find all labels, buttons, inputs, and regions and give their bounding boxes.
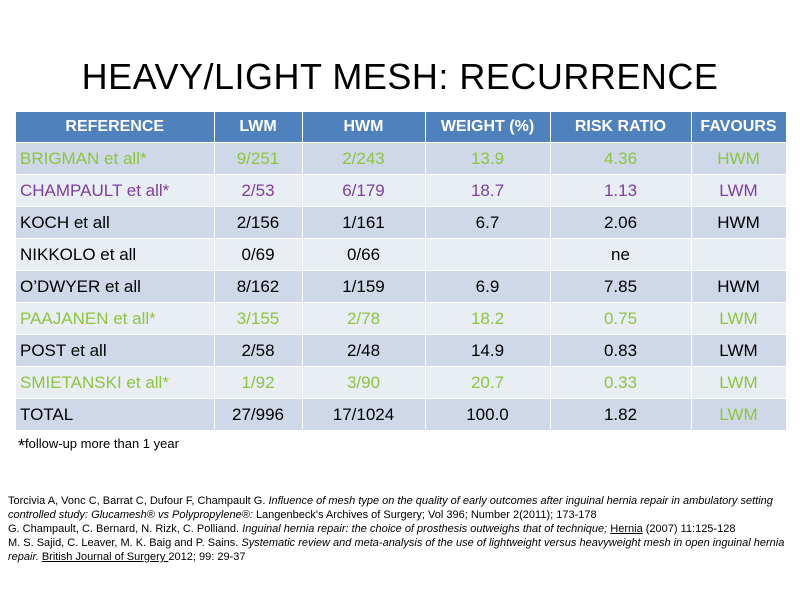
cell-hwm: 2/48 [302, 334, 426, 367]
cell-weight: 6.7 [425, 206, 551, 239]
cell-reference: KOCH et all [16, 206, 215, 239]
reference-2: G. Champault, C. Bernard, N. Rizk, C. Po… [8, 522, 794, 536]
cell-risk-ratio: 0.83 [550, 334, 692, 367]
cell-reference: PAAJANEN et all* [16, 302, 215, 335]
reference-authors: G. Champault, C. Bernard, N. Rizk, C. Po… [8, 523, 243, 535]
footnote: *follow-up more than 1 year [18, 436, 179, 457]
reference-journal: Hernia [610, 523, 643, 535]
cell-risk-ratio: 0.33 [550, 366, 692, 399]
cell-risk-ratio: 1.13 [550, 174, 692, 207]
cell-reference: POST et all [16, 334, 215, 367]
recurrence-table: REFERENCE LWM HWM WEIGHT (%) RISK RATIO … [16, 112, 787, 430]
cell-lwm: 27/996 [214, 398, 303, 430]
cell-favours: LWM [691, 366, 787, 399]
cell-reference: CHAMPAULT et all* [16, 174, 215, 207]
table-row: BRIGMAN et all* 9/251 2/243 13.9 4.36 HWM [16, 142, 787, 175]
cell-favours: LWM [691, 398, 787, 430]
cell-hwm: 2/78 [302, 302, 426, 335]
references: Torcivia A, Vonc C, Barrat C, Dufour F, … [8, 494, 794, 564]
table-row: POST et all 2/58 2/48 14.9 0.83 LWM [16, 334, 787, 367]
table-row: CHAMPAULT et all* 2/53 6/179 18.7 1.13 LWM [16, 174, 787, 207]
footnote-star: * [18, 436, 26, 456]
reference-source: 2012; 99: 29-37 [168, 551, 246, 563]
cell-hwm: 6/179 [302, 174, 426, 207]
cell-reference: NIKKOLO et all [16, 238, 215, 271]
reference-title: Influence of mesh type on the quality of… [8, 495, 773, 521]
cell-weight [425, 238, 551, 271]
cell-lwm: 2/58 [214, 334, 303, 367]
cell-favours: LWM [691, 174, 787, 207]
cell-lwm: 9/251 [214, 142, 303, 175]
cell-favours: LWM [691, 302, 787, 335]
slide-title: HEAVY/LIGHT MESH: RECURRENCE [81, 56, 719, 97]
cell-risk-ratio: 4.36 [550, 142, 692, 175]
table-row: PAAJANEN et all* 3/155 2/78 18.2 0.75 LWM [16, 302, 787, 335]
table-header-row: REFERENCE LWM HWM WEIGHT (%) RISK RATIO … [16, 112, 787, 143]
header-lwm: LWM [214, 112, 303, 143]
cell-lwm: 1/92 [214, 366, 303, 399]
cell-weight: 13.9 [425, 142, 551, 175]
cell-reference: O’DWYER et all [16, 270, 215, 303]
header-favours: FAVOURS [691, 112, 787, 143]
reference-source: (2007) 11:125-128 [642, 523, 736, 535]
header-weight: WEIGHT (%) [425, 112, 551, 143]
cell-risk-ratio: 1.82 [550, 398, 692, 430]
table-row: TOTAL 27/996 17/1024 100.0 1.82 LWM [16, 398, 787, 430]
cell-risk-ratio: 2.06 [550, 206, 692, 239]
cell-reference: TOTAL [16, 398, 215, 430]
reference-3: M. S. Sajid, C. Leaver, M. K. Baig and P… [8, 536, 794, 564]
header-hwm: HWM [302, 112, 426, 143]
reference-title: Inguinal hernia repair: the choice of pr… [242, 523, 611, 535]
cell-risk-ratio: ne [550, 238, 692, 271]
cell-favours: LWM [691, 334, 787, 367]
cell-weight: 6.9 [425, 270, 551, 303]
cell-hwm: 1/159 [302, 270, 426, 303]
cell-favours: HWM [691, 270, 787, 303]
cell-hwm: 17/1024 [302, 398, 426, 430]
cell-hwm: 1/161 [302, 206, 426, 239]
header-reference: REFERENCE [16, 112, 215, 143]
reference-journal: British Journal of Surgery [41, 551, 169, 563]
cell-lwm: 2/156 [214, 206, 303, 239]
reference-authors: Torcivia A, Vonc C, Barrat C, Dufour F, … [8, 495, 269, 507]
cell-lwm: 3/155 [214, 302, 303, 335]
cell-lwm: 0/69 [214, 238, 303, 271]
table-row: O’DWYER et all 8/162 1/159 6.9 7.85 HWM [16, 270, 787, 303]
cell-favours [691, 238, 787, 271]
cell-weight: 14.9 [425, 334, 551, 367]
footnote-text: follow-up more than 1 year [25, 436, 179, 451]
table-row: SMIETANSKI et all* 1/92 3/90 20.7 0.33 LWM [16, 366, 787, 399]
header-risk-ratio: RISK RATIO [550, 112, 692, 143]
reference-source: Langenbeck's Archives of Surgery; Vol 39… [255, 509, 597, 521]
cell-lwm: 2/53 [214, 174, 303, 207]
cell-favours: HWM [691, 206, 787, 239]
cell-reference: BRIGMAN et all* [16, 142, 215, 175]
cell-reference: SMIETANSKI et all* [16, 366, 215, 399]
cell-weight: 18.7 [425, 174, 551, 207]
reference-1: Torcivia A, Vonc C, Barrat C, Dufour F, … [8, 494, 794, 522]
cell-weight: 100.0 [425, 398, 551, 430]
table-row: KOCH et all 2/156 1/161 6.7 2.06 HWM [16, 206, 787, 239]
reference-authors: M. S. Sajid, C. Leaver, M. K. Baig and P… [8, 537, 242, 549]
cell-favours: HWM [691, 142, 787, 175]
cell-risk-ratio: 0.75 [550, 302, 692, 335]
reference-title: Systematic review and meta-analysis of t… [8, 537, 785, 563]
table-row: NIKKOLO et all 0/69 0/66 ne [16, 238, 787, 271]
cell-lwm: 8/162 [214, 270, 303, 303]
cell-hwm: 2/243 [302, 142, 426, 175]
cell-weight: 20.7 [425, 366, 551, 399]
cell-hwm: 0/66 [302, 238, 426, 271]
cell-hwm: 3/90 [302, 366, 426, 399]
cell-risk-ratio: 7.85 [550, 270, 692, 303]
cell-weight: 18.2 [425, 302, 551, 335]
